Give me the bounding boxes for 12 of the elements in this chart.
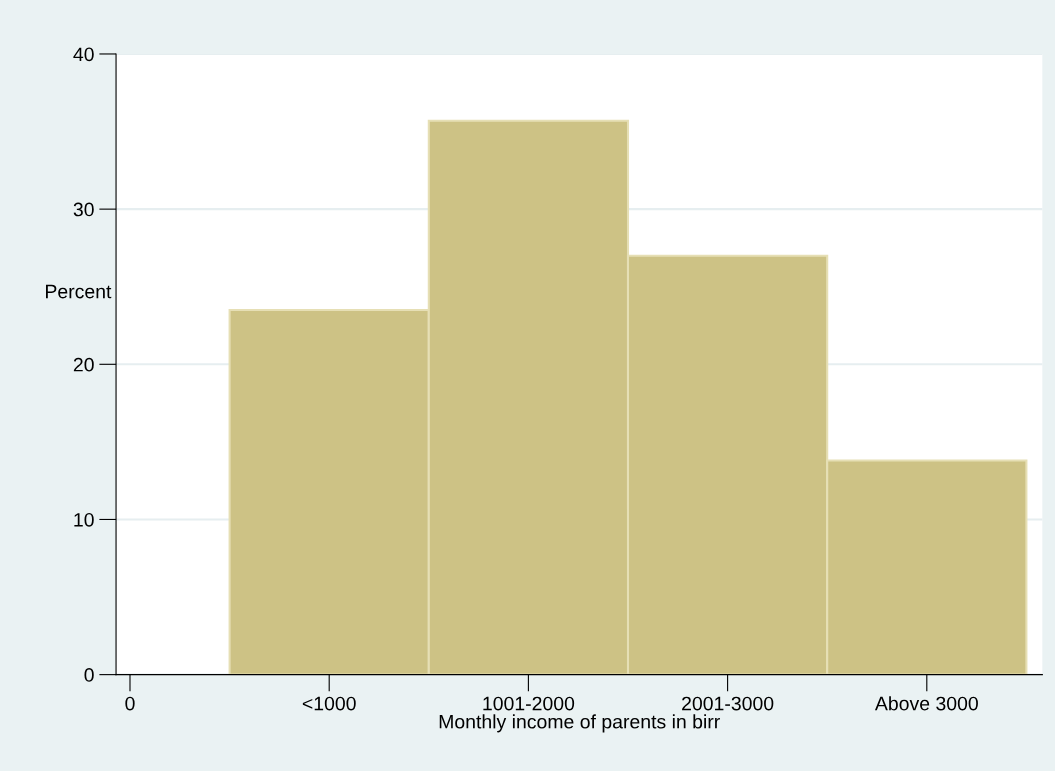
x-tick-label: <1000 bbox=[302, 696, 356, 711]
y-tick-label: 20 bbox=[73, 357, 94, 372]
x-tick-label: 1001-2000 bbox=[483, 696, 575, 711]
y-axis-title: Percent bbox=[46, 284, 112, 299]
x-tick-label: 0 bbox=[125, 696, 135, 711]
x-tick-label: Above 3000 bbox=[874, 696, 978, 711]
y-tick-label: 0 bbox=[84, 668, 94, 682]
y-tick-label: 40 bbox=[73, 47, 94, 62]
y-tick-label: 10 bbox=[74, 512, 94, 527]
x-tick-label: 2001-3000 bbox=[682, 696, 774, 711]
y-tick-label: 30 bbox=[73, 202, 94, 217]
x-axis-title: Monthly income of parents in birr bbox=[439, 714, 720, 733]
